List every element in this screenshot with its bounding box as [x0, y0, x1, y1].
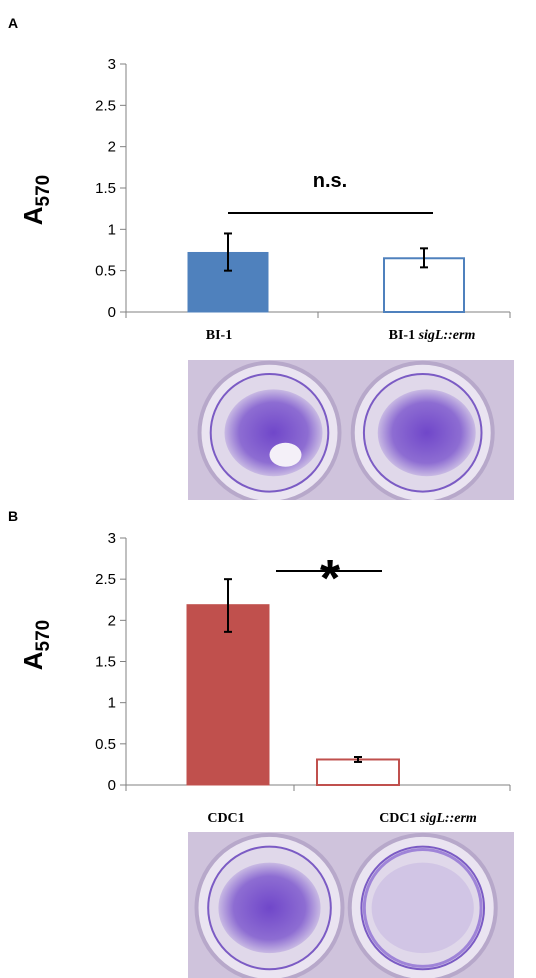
y-tick-label: 3 — [108, 530, 116, 547]
well-glare — [269, 442, 302, 467]
x-category-label-italic: sigL::erm — [418, 328, 476, 343]
y-tick-label: 0 — [108, 777, 116, 794]
y-tick-label: 1 — [108, 221, 116, 238]
significance-label: n.s. — [313, 170, 347, 192]
y-axis-title: A570 — [18, 620, 54, 670]
x-category-label-italic: sigL::erm — [419, 811, 477, 826]
bar — [316, 758, 400, 786]
y-axis-title-main: A — [18, 651, 48, 670]
biofilm-ring — [362, 848, 483, 968]
y-tick-label: 0 — [108, 304, 116, 321]
bar — [186, 604, 270, 786]
biofilm-well-photo-b — [188, 832, 514, 978]
y-tick-label: 2.5 — [95, 571, 116, 588]
y-tick-label: 3 — [108, 56, 116, 73]
panel-a-label: A — [8, 15, 19, 31]
y-axis-title-subscript: 570 — [33, 175, 54, 207]
y-tick-label: 1.5 — [95, 654, 116, 671]
y-axis-title-subscript: 570 — [33, 620, 54, 652]
x-category-label: CDC1 — [207, 811, 244, 826]
y-axis-title-main: A — [18, 206, 48, 225]
well-inner — [360, 845, 486, 971]
significance-label: * — [320, 550, 341, 608]
biofilm-stain — [224, 389, 323, 477]
y-tick-label: 2.5 — [95, 97, 116, 114]
y-tick-label: 2 — [108, 612, 116, 629]
y-axis-title: A570 — [18, 175, 54, 225]
x-category-label: CDC1 sigL::erm — [379, 811, 477, 826]
biofilm-well-photo-a — [188, 360, 514, 500]
biofilm-stain-faint — [371, 862, 474, 954]
biofilm-stain — [377, 389, 476, 477]
panel-b-label: B — [8, 508, 19, 524]
biofilm-stain — [218, 862, 321, 954]
x-category-label: BI-1 — [206, 328, 232, 343]
y-tick-label: 1 — [108, 695, 116, 712]
x-category-label-plain: BI-1 — [389, 328, 419, 343]
y-tick-label: 2 — [108, 139, 116, 156]
y-tick-label: 0.5 — [95, 263, 116, 280]
x-category-label-plain: CDC1 — [207, 811, 244, 826]
x-category-label-plain: BI-1 — [206, 328, 232, 343]
x-category-label-plain: CDC1 — [379, 811, 420, 826]
x-category-label: BI-1 sigL::erm — [389, 328, 476, 343]
y-tick-label: 0.5 — [95, 736, 116, 753]
y-tick-label: 1.5 — [95, 180, 116, 197]
